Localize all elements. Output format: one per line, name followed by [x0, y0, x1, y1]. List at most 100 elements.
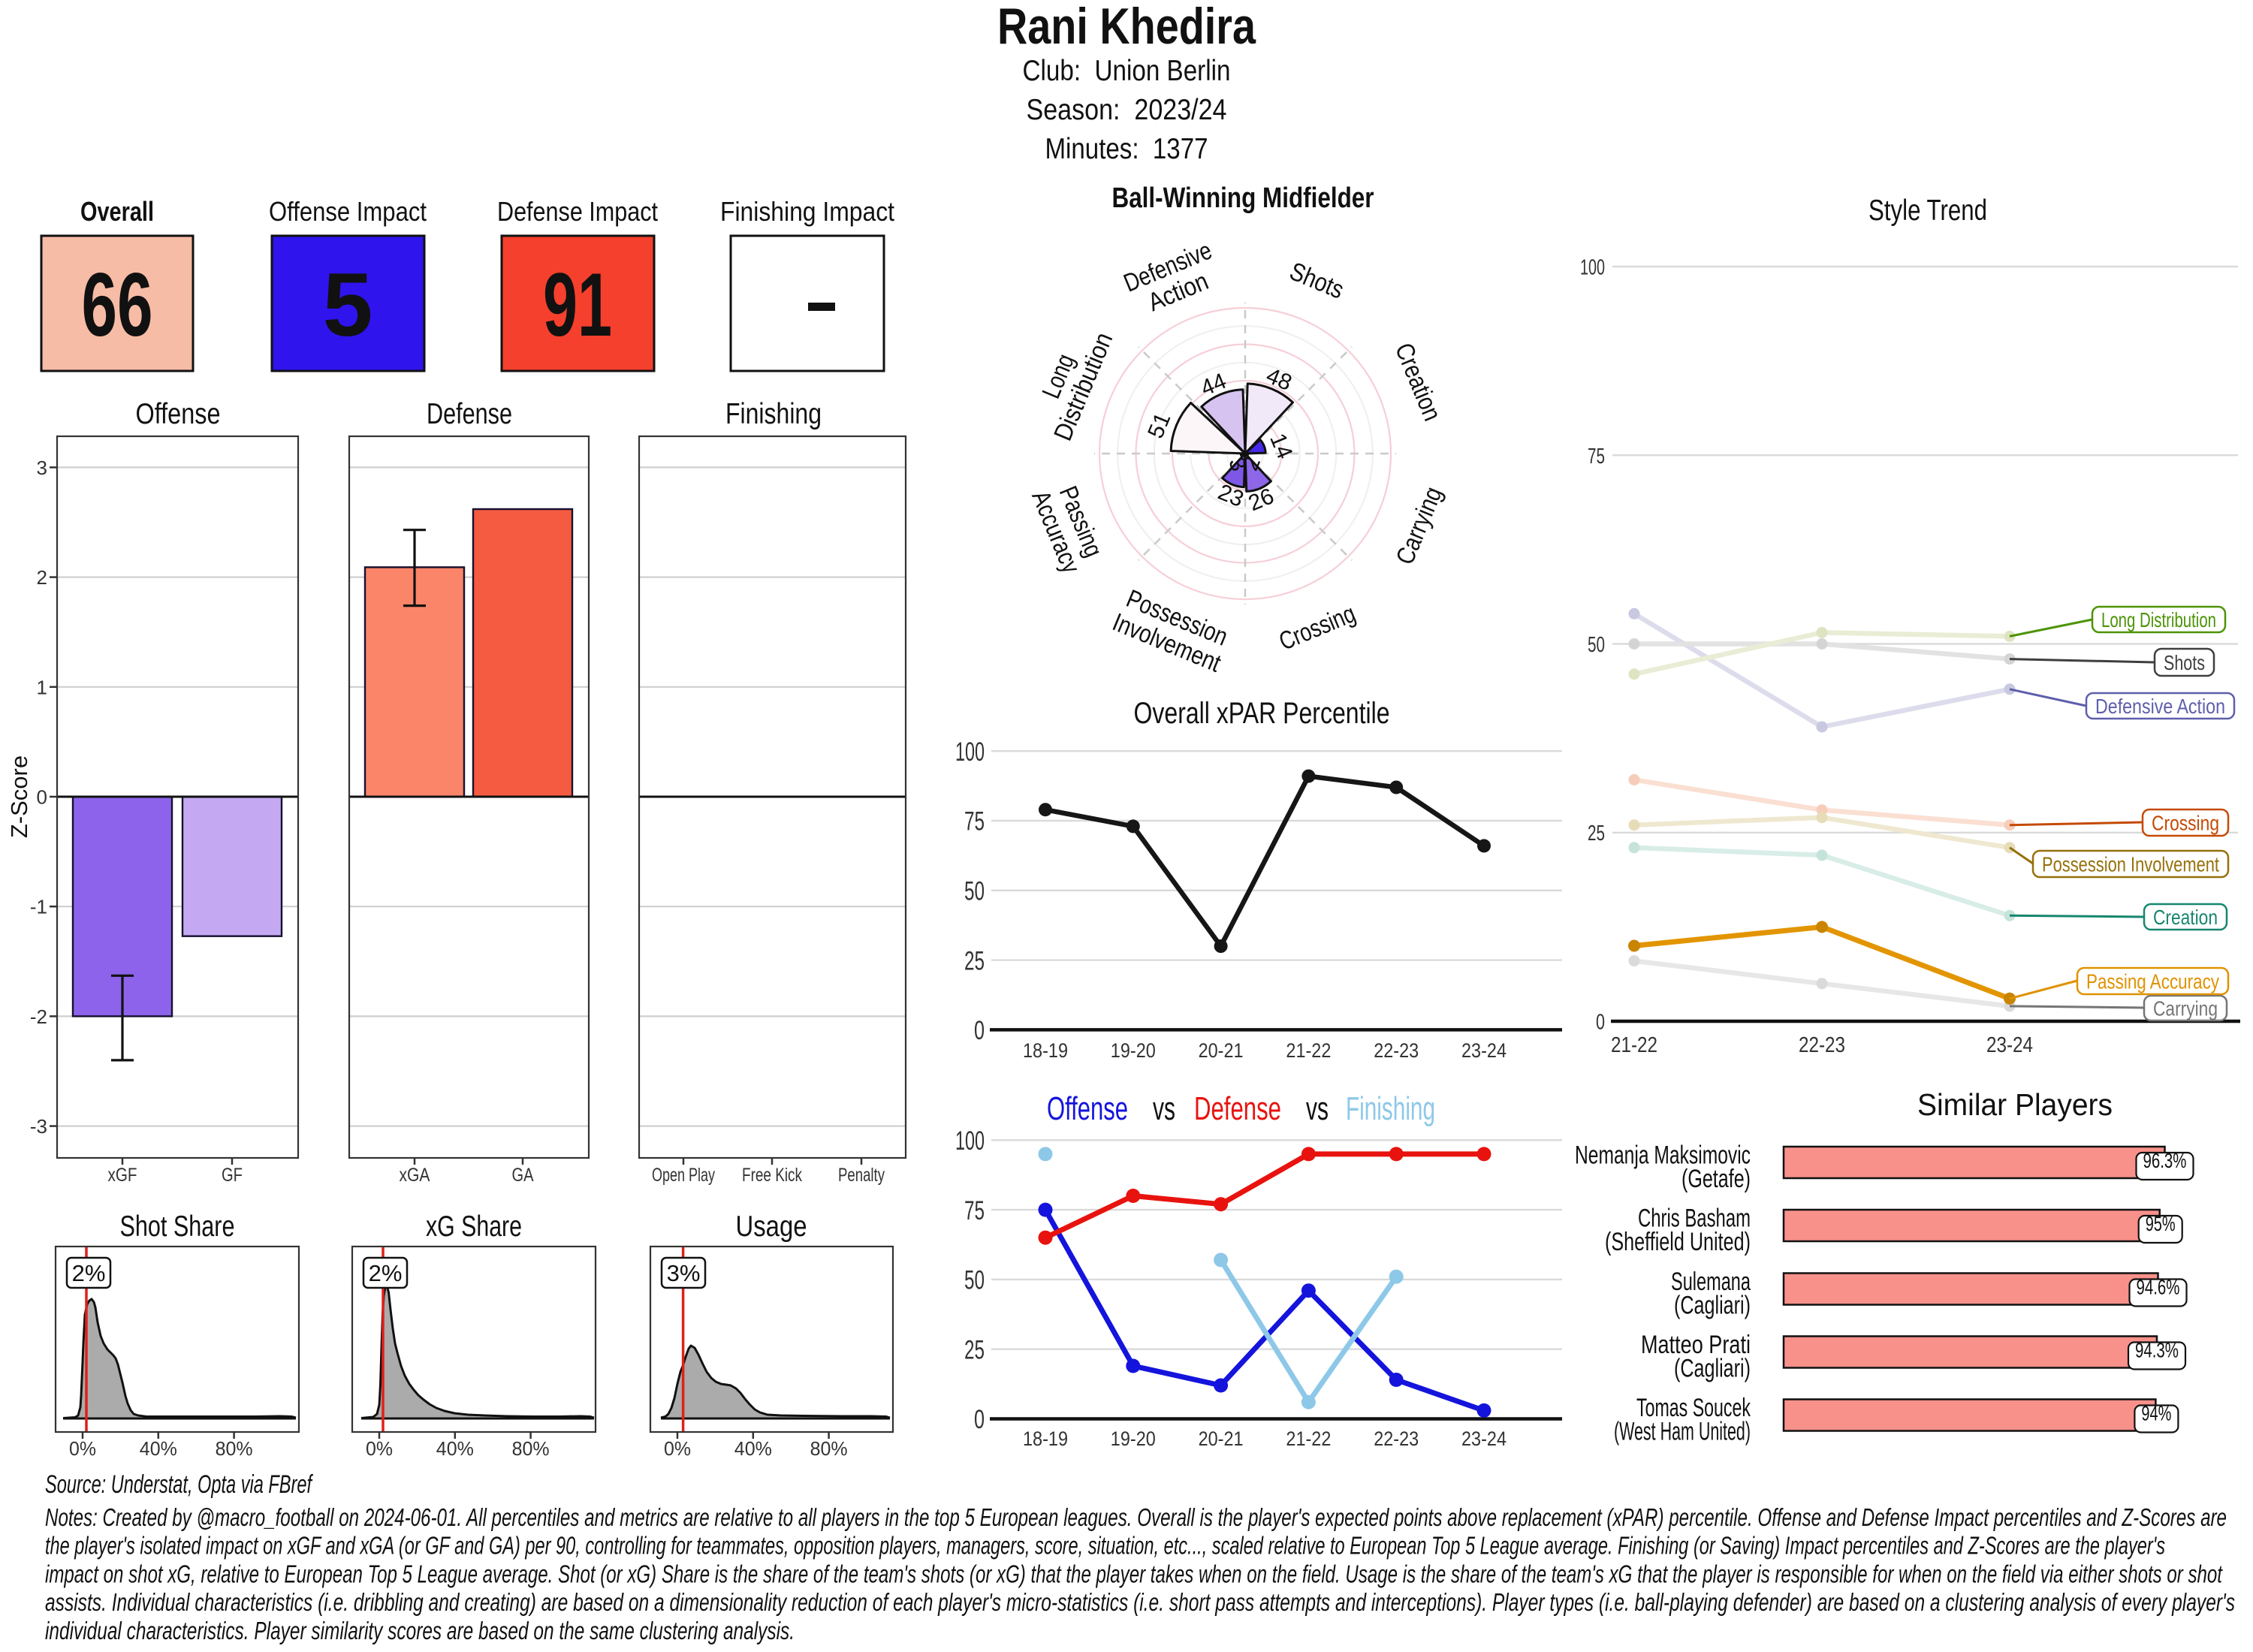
- svg-text:Club: Union Berlin: Club: Union Berlin: [1023, 55, 1231, 87]
- svg-text:individual characteristics. Pl: individual characteristics. Player simil…: [45, 1617, 795, 1644]
- svg-text:75: 75: [964, 807, 985, 837]
- svg-text:GF: GF: [222, 1165, 243, 1186]
- svg-text:40%: 40%: [140, 1437, 177, 1460]
- svg-text:Season: 2023/24: Season: 2023/24: [1027, 94, 1227, 126]
- svg-text:0: 0: [974, 1016, 985, 1045]
- svg-text:0: 0: [974, 1405, 985, 1434]
- svg-text:Finishing: Finishing: [725, 398, 822, 430]
- svg-text:23-24: 23-24: [1461, 1427, 1507, 1450]
- svg-text:Defense: Defense: [1194, 1090, 1281, 1127]
- svg-text:(Cagliari): (Cagliari): [1674, 1355, 1751, 1383]
- svg-text:Nemanja Maksimovic: Nemanja Maksimovic: [1575, 1141, 1751, 1170]
- svg-text:19-20: 19-20: [1111, 1427, 1156, 1450]
- svg-text:80%: 80%: [216, 1437, 253, 1460]
- svg-text:Chris Basham: Chris Basham: [1638, 1204, 1751, 1233]
- svg-text:19-20: 19-20: [1111, 1039, 1156, 1062]
- svg-text:100: 100: [955, 737, 985, 767]
- svg-text:91: 91: [543, 255, 612, 355]
- svg-text:50: 50: [964, 877, 985, 906]
- svg-text:(Getafe): (Getafe): [1681, 1165, 1751, 1193]
- svg-text:Minutes: 1377: Minutes: 1377: [1045, 133, 1208, 165]
- svg-text:(West Ham United): (West Ham United): [1614, 1418, 1751, 1446]
- svg-text:100: 100: [1580, 256, 1605, 280]
- svg-text:Penalty: Penalty: [838, 1165, 885, 1186]
- svg-text:vs: vs: [1153, 1090, 1175, 1127]
- svg-text:22-23: 22-23: [1374, 1427, 1419, 1450]
- svg-text:impact on shot xG, relative to: impact on shot xG, relative to European …: [45, 1560, 2223, 1587]
- svg-text:2%: 2%: [369, 1260, 403, 1286]
- svg-text:0%: 0%: [366, 1437, 393, 1460]
- svg-text:Style Trend: Style Trend: [1868, 194, 1987, 227]
- svg-text:25: 25: [964, 1335, 985, 1364]
- svg-text:20-21: 20-21: [1199, 1039, 1244, 1062]
- svg-text:Free Kick: Free Kick: [742, 1165, 802, 1186]
- svg-text:assists. Individual characteri: assists. Individual characteristics (i.e…: [45, 1588, 2235, 1616]
- svg-text:66: 66: [82, 255, 153, 355]
- svg-text:Defensive Action: Defensive Action: [2095, 695, 2225, 718]
- svg-text:75: 75: [964, 1196, 985, 1225]
- svg-text:21-22: 21-22: [1286, 1039, 1331, 1062]
- svg-text:(Cagliari): (Cagliari): [1674, 1292, 1751, 1320]
- svg-text:22-23: 22-23: [1374, 1039, 1419, 1062]
- svg-text:Open Play: Open Play: [652, 1165, 715, 1186]
- svg-text:40%: 40%: [436, 1437, 474, 1460]
- svg-text:21-22: 21-22: [1286, 1427, 1331, 1450]
- svg-text:Finishing Impact: Finishing Impact: [720, 196, 894, 227]
- svg-text:Offense Impact: Offense Impact: [269, 196, 427, 227]
- svg-text:18-19: 18-19: [1023, 1039, 1068, 1062]
- svg-text:50: 50: [1588, 633, 1605, 657]
- svg-text:95%: 95%: [2146, 1212, 2176, 1235]
- svg-text:Usage: Usage: [736, 1210, 807, 1243]
- svg-text:2%: 2%: [72, 1260, 106, 1286]
- svg-text:75: 75: [1588, 445, 1605, 469]
- svg-text:xGF: xGF: [108, 1165, 137, 1186]
- svg-text:0: 0: [1596, 1011, 1605, 1035]
- svg-text:3: 3: [37, 457, 47, 479]
- svg-text:94.6%: 94.6%: [2137, 1276, 2180, 1299]
- svg-text:50: 50: [964, 1266, 985, 1295]
- svg-text:xG Share: xG Share: [426, 1210, 522, 1243]
- svg-text:22-23: 22-23: [1799, 1033, 1845, 1057]
- svg-text:Matteo Prati: Matteo Prati: [1641, 1331, 1751, 1359]
- svg-text:3%: 3%: [667, 1260, 701, 1286]
- svg-text:18-19: 18-19: [1023, 1427, 1068, 1450]
- svg-text:20-21: 20-21: [1199, 1427, 1244, 1450]
- svg-text:vs: vs: [1306, 1090, 1329, 1127]
- svg-text:Passing Accuracy: Passing Accuracy: [2086, 970, 2219, 993]
- svg-text:Crossing: Crossing: [2152, 812, 2219, 835]
- svg-text:Shot Share: Shot Share: [120, 1210, 235, 1243]
- svg-text:5: 5: [323, 255, 373, 355]
- svg-text:xGA: xGA: [400, 1165, 430, 1186]
- svg-text:Ball-Winning Midfielder: Ball-Winning Midfielder: [1112, 182, 1374, 214]
- svg-text:2: 2: [37, 566, 47, 589]
- svg-text:GA: GA: [512, 1165, 534, 1186]
- svg-text:Overall: Overall: [80, 196, 154, 227]
- svg-text:40%: 40%: [734, 1437, 772, 1460]
- svg-text:94%: 94%: [2141, 1402, 2171, 1425]
- svg-text:Creation: Creation: [2153, 906, 2218, 929]
- svg-text:25: 25: [1588, 821, 1605, 846]
- svg-text:the player's isolated impact o: the player's isolated impact on xGF and …: [45, 1532, 2165, 1560]
- svg-text:Offense: Offense: [1047, 1090, 1128, 1127]
- svg-text:Overall xPAR Percentile: Overall xPAR Percentile: [1134, 697, 1390, 730]
- svg-text:0%: 0%: [664, 1437, 691, 1460]
- svg-text:23-24: 23-24: [1461, 1039, 1507, 1062]
- svg-text:Defense Impact: Defense Impact: [497, 196, 658, 227]
- svg-text:Notes: Created by @macro_footb: Notes: Created by @macro_football on 202…: [45, 1503, 2227, 1531]
- svg-text:Defense: Defense: [427, 398, 512, 430]
- svg-text:Finishing: Finishing: [1346, 1090, 1435, 1127]
- svg-text:Shots: Shots: [2164, 651, 2205, 674]
- svg-text:94.3%: 94.3%: [2135, 1339, 2179, 1362]
- svg-text:25: 25: [964, 946, 985, 975]
- svg-text:1: 1: [37, 676, 47, 698]
- svg-text:100: 100: [955, 1126, 985, 1156]
- svg-text:Carrying: Carrying: [2153, 997, 2218, 1020]
- svg-text:80%: 80%: [512, 1437, 550, 1460]
- svg-text:Rani Khedira: Rani Khedira: [997, 0, 1256, 55]
- svg-text:96.3%: 96.3%: [2143, 1149, 2187, 1172]
- svg-text:Similar Players: Similar Players: [1917, 1087, 2113, 1122]
- svg-text:Sulemana: Sulemana: [1671, 1268, 1751, 1296]
- svg-text:0%: 0%: [69, 1437, 96, 1460]
- svg-text:80%: 80%: [810, 1437, 848, 1460]
- svg-text:Z-Score: Z-Score: [6, 755, 32, 838]
